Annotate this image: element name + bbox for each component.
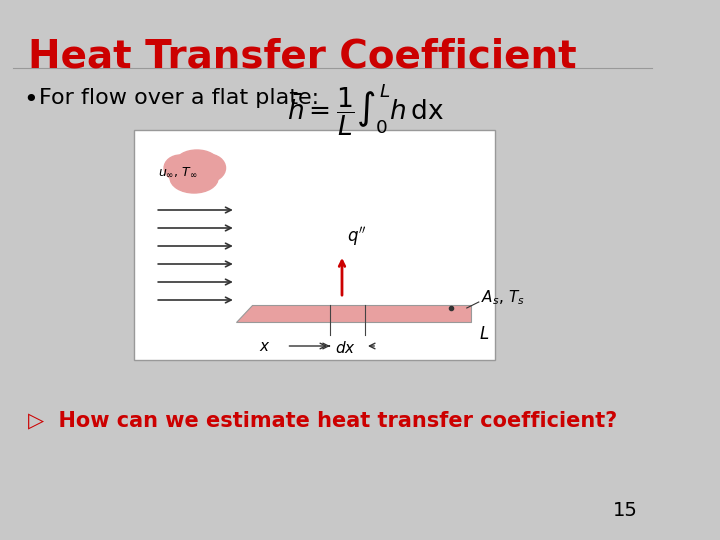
Ellipse shape bbox=[176, 150, 217, 174]
Ellipse shape bbox=[190, 154, 225, 182]
Bar bbox=[134, 130, 495, 360]
Text: $\bar{h} = \dfrac{1}{L}\int_0^L h\, \mathrm{dx}$: $\bar{h} = \dfrac{1}{L}\int_0^L h\, \mat… bbox=[287, 82, 444, 138]
Text: $dx$: $dx$ bbox=[335, 340, 356, 356]
Text: ▷  How can we estimate heat transfer coefficient?: ▷ How can we estimate heat transfer coef… bbox=[28, 410, 617, 430]
Text: $A_s,\, T_s$: $A_s,\, T_s$ bbox=[481, 289, 525, 307]
Ellipse shape bbox=[164, 155, 197, 181]
Text: •: • bbox=[23, 88, 38, 112]
Ellipse shape bbox=[170, 163, 218, 193]
Text: $L$: $L$ bbox=[479, 326, 489, 343]
Text: $u_{\infty},\, T_{\infty}$: $u_{\infty},\, T_{\infty}$ bbox=[158, 165, 199, 179]
Text: $x$: $x$ bbox=[258, 340, 270, 354]
Text: For flow over a flat plate:: For flow over a flat plate: bbox=[39, 88, 319, 108]
Polygon shape bbox=[235, 305, 472, 322]
Text: 15: 15 bbox=[613, 501, 638, 520]
Text: Heat Transfer Coefficient: Heat Transfer Coefficient bbox=[28, 38, 576, 76]
Text: $q''$: $q''$ bbox=[346, 225, 366, 248]
